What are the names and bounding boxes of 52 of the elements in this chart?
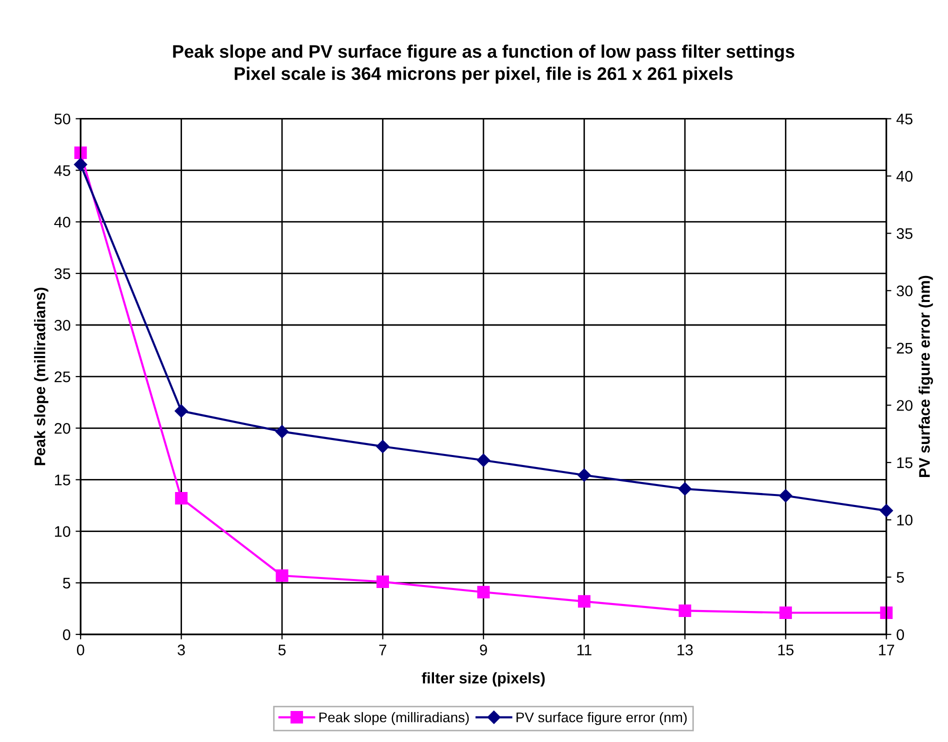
y2-tick-label: 5: [896, 572, 904, 583]
x-tick-label: 0: [76, 644, 84, 656]
point: [376, 576, 390, 588]
x-tick-label: 13: [678, 644, 693, 656]
y-tick-label: 20: [54, 423, 70, 434]
y-tick-label: 10: [55, 526, 70, 537]
y-tick-label: 40: [54, 216, 70, 228]
point: [678, 604, 692, 617]
y-tick-label: 45: [54, 165, 70, 176]
point: [275, 424, 289, 438]
x-axis-title: filter size (pixels): [422, 672, 545, 687]
x-tick-label: 7: [379, 644, 386, 656]
point: [276, 569, 288, 582]
point: [376, 440, 390, 454]
y2-tick-label: 15: [897, 458, 912, 468]
x-tick-label: 17: [879, 644, 894, 656]
y-tick-label: 35: [54, 268, 70, 280]
point: [779, 606, 792, 619]
point: [779, 489, 792, 502]
point: [477, 586, 490, 598]
x-tick-label: 15: [778, 644, 794, 656]
point: [175, 492, 188, 505]
x-tick-label: 11: [577, 644, 592, 656]
y2-axis-title: PV surface figure error (nm): [918, 276, 933, 477]
legend-label: PV surface figure error (nm): [516, 712, 687, 726]
x-tick-label: 5: [278, 644, 286, 656]
x-tick-label: 9: [480, 644, 488, 656]
y-tick-label: 30: [54, 320, 70, 331]
y-tick-label: 50: [54, 114, 70, 124]
y2-tick-label: 0: [896, 629, 904, 640]
point: [880, 504, 893, 518]
y2-tick-label: 10: [897, 514, 912, 526]
point: [74, 158, 88, 172]
y-axis-title: Peak slope (milliradians): [34, 288, 48, 466]
point: [678, 482, 692, 496]
y2-tick-label: 45: [896, 114, 912, 124]
y-tick-label: 5: [62, 578, 70, 589]
y2-tick-label: 20: [896, 400, 912, 411]
point: [578, 595, 590, 608]
chart-title: Peak slope and PV surface figure as a function of low pass filter settings Pixel scale is 364 microns per pixel, file is 261 x 261 pixels: [173, 44, 794, 84]
y-tick-label: 25: [54, 371, 70, 382]
x-tick-label: 3: [178, 644, 185, 656]
y2-tick-label: 40: [896, 170, 912, 182]
y2-tick-label: 30: [896, 285, 912, 296]
y2-tick-label: 25: [896, 342, 912, 354]
point: [476, 454, 490, 467]
y-tick-label: 15: [55, 474, 70, 486]
legend-label: Peak slope (milliradians): [319, 712, 469, 726]
point: [578, 468, 591, 482]
y2-tick-label: 35: [896, 228, 912, 240]
y-tick-label: 0: [62, 629, 70, 640]
point: [174, 404, 188, 418]
